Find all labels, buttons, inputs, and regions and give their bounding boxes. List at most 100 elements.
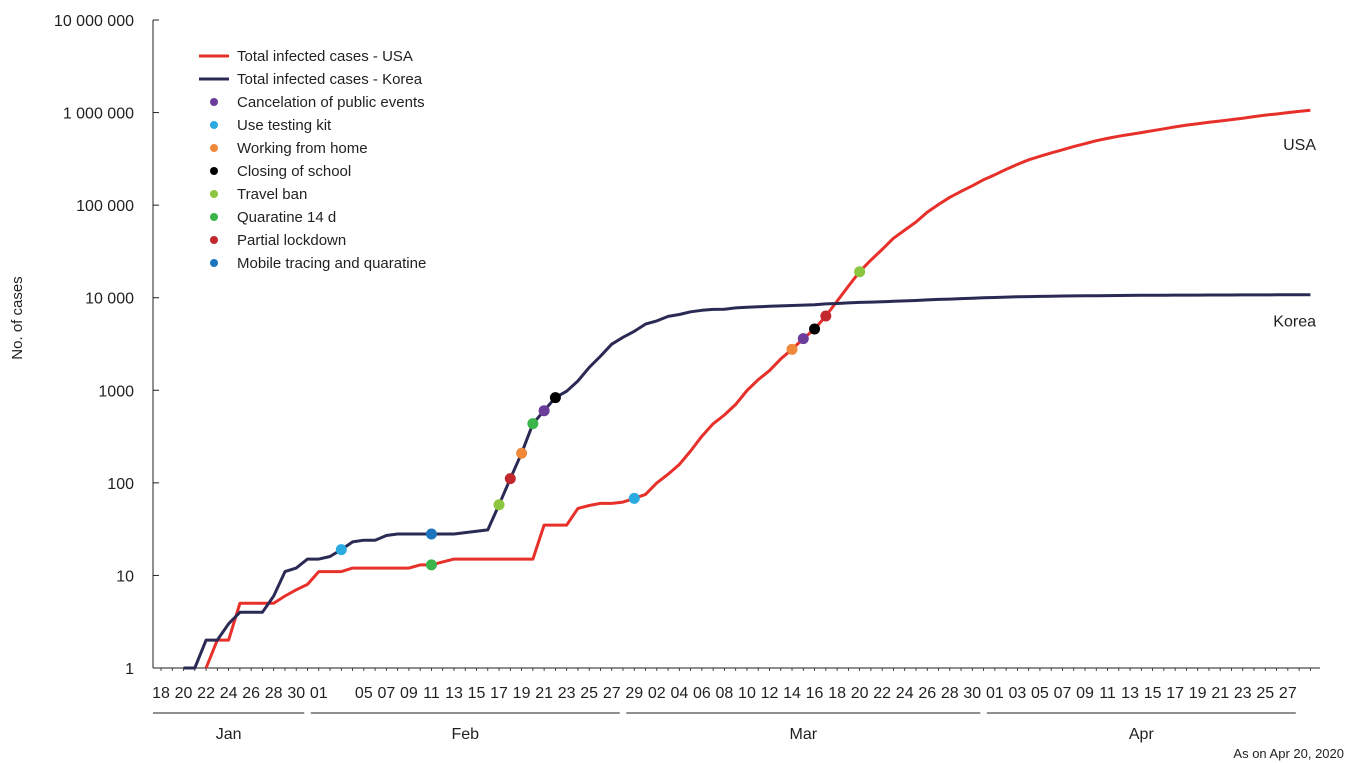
x-tick-label: 07 [377,685,395,702]
x-tick-label: 20 [851,685,869,702]
x-tick-label: 25 [580,685,598,702]
legend-label: Total infected cases - Korea [237,71,423,88]
series-line [183,293,1311,670]
event-point [786,343,798,355]
y-tick-label: 1 [125,661,134,678]
x-tick-label: 24 [220,685,238,702]
x-tick-label: 29 [625,685,643,702]
x-tick-label: 28 [941,685,959,702]
legend-dot-swatch [210,259,218,267]
x-tick-label: 24 [896,685,914,702]
month-label: Apr [1129,726,1155,743]
x-tick-label: 13 [1121,685,1139,702]
x-tick-label: 23 [1234,685,1252,702]
x-tick-label: 02 [648,685,666,702]
legend-label: Travel ban [237,186,307,203]
legend-label: Closing of school [237,163,351,180]
x-tick-label: 16 [806,685,824,702]
event-point [335,544,347,556]
x-tick-label: 21 [1211,685,1229,702]
legend-dot-swatch [210,98,218,106]
event-point [538,405,550,417]
y-tick-label: 1 000 000 [63,106,134,123]
x-tick-label: 20 [175,685,193,702]
as-of-note: As on Apr 20, 2020 [1233,746,1344,761]
x-tick-label: 15 [468,685,486,702]
legend-label: Use testing kit [237,117,332,134]
legend-label: Total infected cases - USA [237,48,413,65]
x-tick-label: 18 [828,685,846,702]
event-point [504,473,516,485]
x-tick-label: 19 [513,685,531,702]
legend: Total infected cases - USA Total infected… [199,48,426,272]
event-point [854,266,866,278]
x-tick-label: 26 [918,685,936,702]
event-point [549,392,561,404]
legend-dot-swatch [210,213,218,221]
event-point [797,333,809,345]
series-layer: USA Korea [183,108,1316,670]
x-axis: 18 20 22 24 26 28 30 01 05 07 09 11 13 15 17 19 21 23 25 27… [152,667,1320,702]
legend-dot-swatch [210,190,218,198]
x-tick-label: 17 [490,685,508,702]
x-tick-label: 06 [693,685,711,702]
x-tick-label: 22 [873,685,891,702]
legend-label: Quaratine 14 d [237,209,336,226]
x-tick-label: 25 [1256,685,1274,702]
x-tick-label: 21 [535,685,553,702]
event-point [628,492,640,504]
x-tick-label: 11 [1099,685,1116,702]
x-tick-label: 09 [400,685,418,702]
x-tick-label: 12 [761,685,779,702]
x-tick-label: 22 [197,685,215,702]
y-tick-label: 10 000 000 [54,13,134,30]
event-point [527,418,539,430]
legend-dot-swatch [210,144,218,152]
legend-dot-swatch [210,236,218,244]
x-tick-label: 23 [558,685,576,702]
legend-dot-swatch [210,167,218,175]
x-tick-label: 04 [670,685,688,702]
month-label: Jan [216,726,242,743]
series-end-label: USA [1283,137,1316,154]
series-line [204,108,1311,669]
y-tick-label: 100 [107,476,134,493]
legend-label: Cancelation of public events [237,94,425,111]
legend-label: Working from home [237,140,368,157]
x-tick-label: 03 [1008,685,1026,702]
x-tick-label: 26 [242,685,260,702]
x-tick-label: 28 [265,685,283,702]
y-tick-label: 100 000 [76,198,134,215]
event-markers [335,266,866,571]
x-tick-label: 09 [1076,685,1094,702]
x-tick-label: 13 [445,685,463,702]
event-point [425,559,437,571]
x-tick-label: 17 [1166,685,1184,702]
x-tick-label: 11 [423,685,440,702]
month-axis: Jan Feb Mar Apr [153,712,1296,743]
y-tick-label: 1000 [98,383,134,400]
x-tick-label: 30 [963,685,981,702]
event-point [516,447,528,459]
x-tick-label: 14 [783,685,801,702]
x-tick-label: 05 [355,685,373,702]
x-tick-label: 10 [738,685,756,702]
month-label: Mar [790,726,818,743]
x-tick-label: 27 [1279,685,1297,702]
y-axis-label: No. of cases [9,276,26,359]
x-tick-label: 05 [1031,685,1049,702]
x-tick-label: 01 [310,685,328,702]
legend-dot-swatch [210,121,218,129]
y-tick-label: 10 000 [85,291,134,308]
x-tick-label: 15 [1144,685,1162,702]
legend-label: Mobile tracing and quaratine [237,255,426,272]
x-tick-label: 30 [287,685,305,702]
x-tick-label: 18 [152,685,170,702]
event-point [493,499,505,511]
x-tick-label: 08 [716,685,734,702]
x-tick-label: 27 [603,685,621,702]
series-end-label: Korea [1273,314,1316,331]
y-tick-label: 10 [116,568,134,585]
y-axis: 1 10 100 1000 10 000 100 000 1 000 000 10 000 0… [54,13,159,678]
